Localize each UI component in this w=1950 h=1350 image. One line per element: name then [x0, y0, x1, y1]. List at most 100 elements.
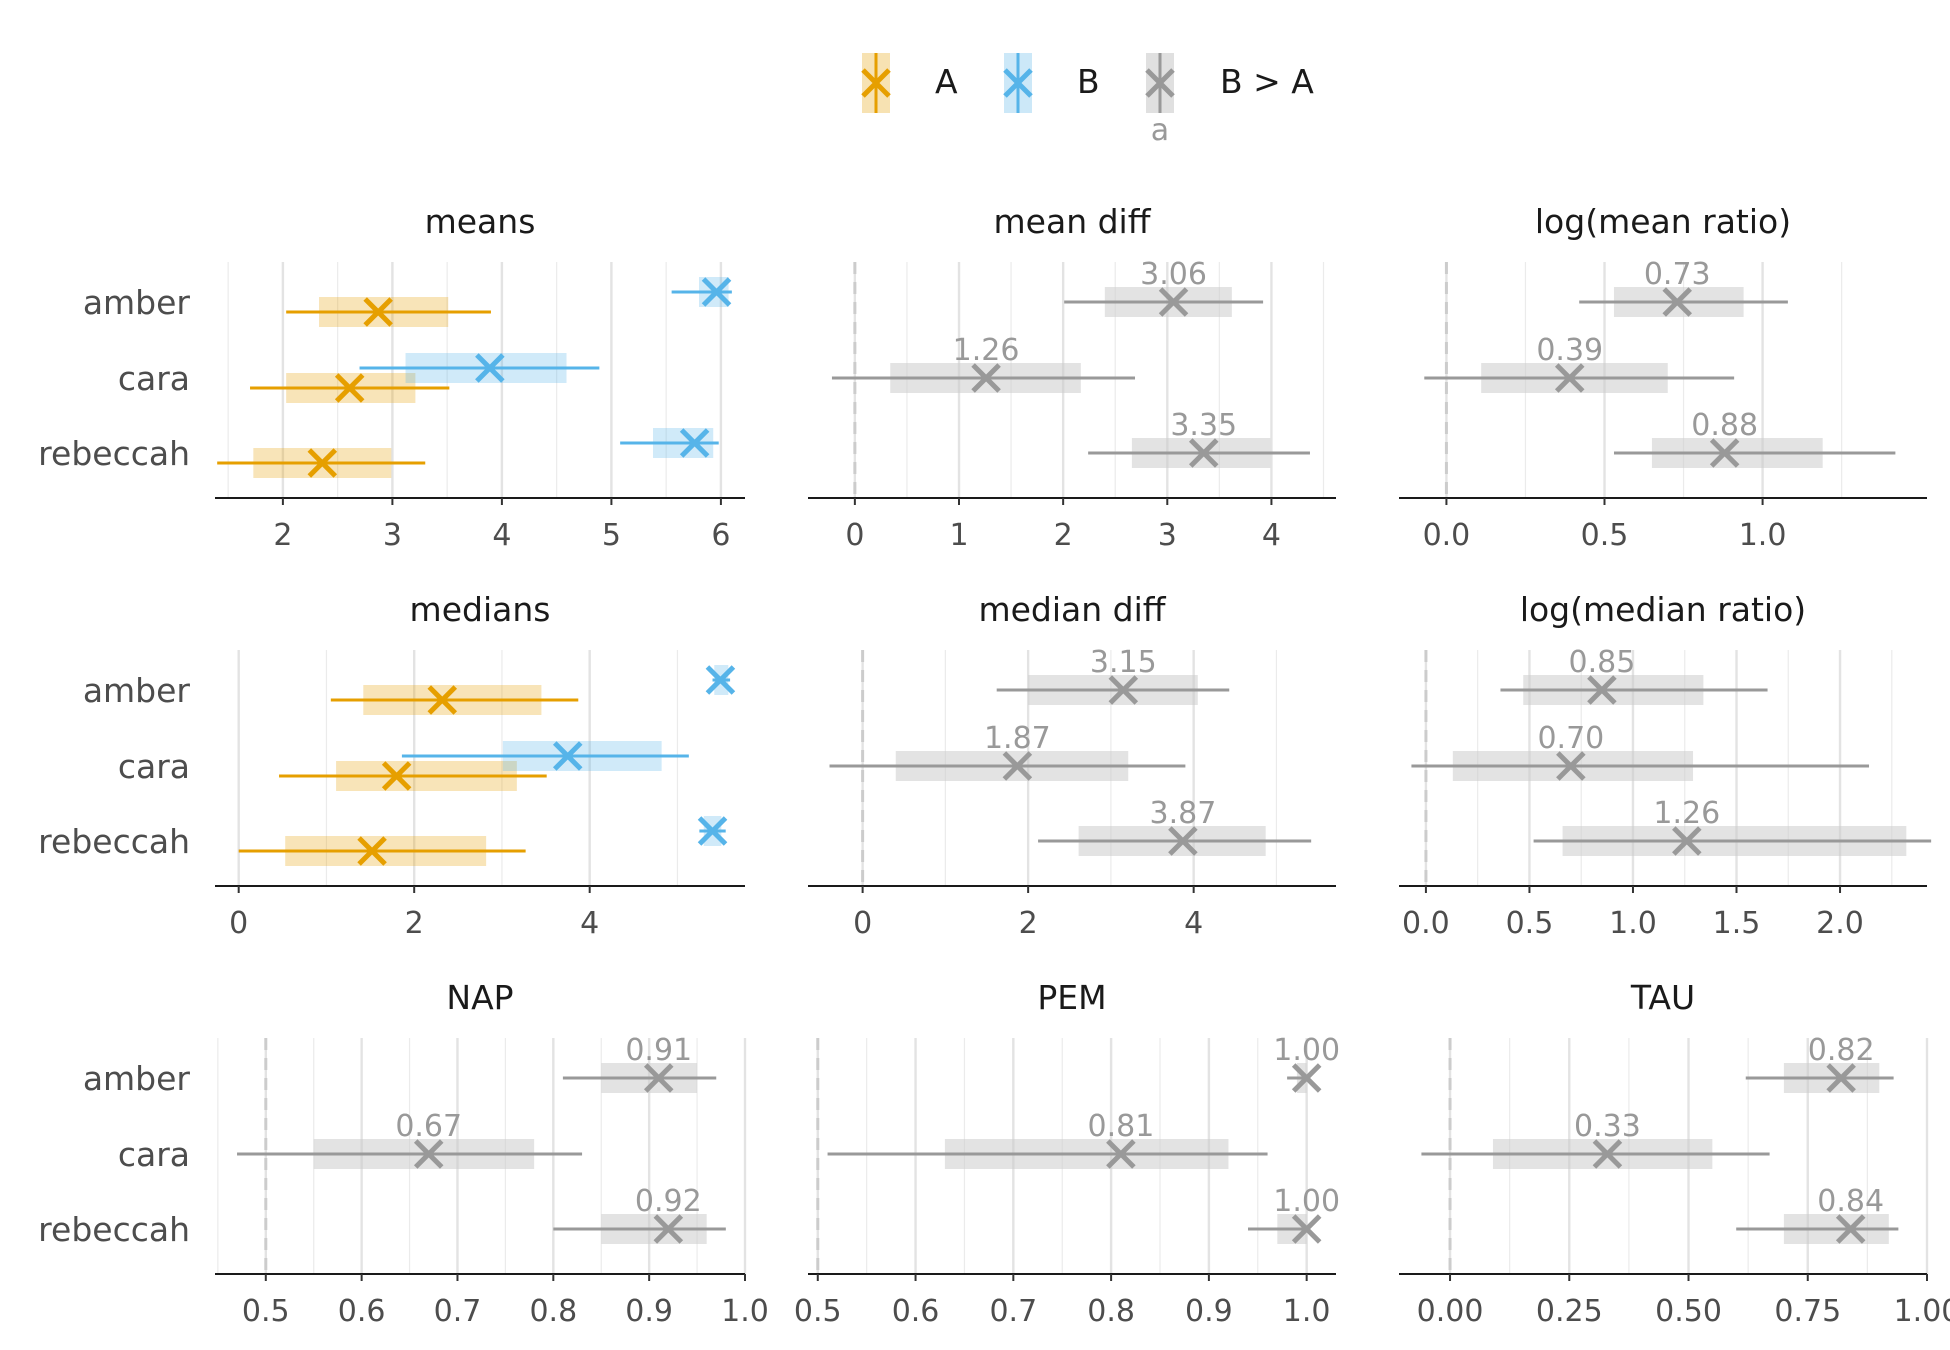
- estimate-point: [705, 665, 736, 695]
- estimate-point: [381, 761, 412, 791]
- legend: A B B > A a: [861, 53, 1314, 148]
- legend-sublabel: a: [1151, 113, 1169, 148]
- estimate-point: [1188, 438, 1219, 468]
- x-tick-label: 0.9: [625, 1294, 673, 1329]
- category-label: rebeccah: [38, 822, 190, 861]
- interval-mark-a-amber: [286, 297, 491, 327]
- estimate-data-label: 3.06: [1140, 257, 1207, 292]
- estimate-point: [1168, 826, 1198, 856]
- category-label: cara: [118, 1135, 190, 1174]
- x-tick-label: 0.75: [1774, 1294, 1841, 1329]
- estimate-point: [653, 1214, 684, 1244]
- estimate-point: [1556, 751, 1586, 781]
- x-tick-label: 0.00: [1417, 1294, 1484, 1329]
- x-tick-label: 0.6: [338, 1294, 386, 1329]
- x-tick-label: 2: [273, 518, 292, 553]
- panel-title: median diff: [978, 590, 1166, 629]
- estimate-point: [1835, 1214, 1866, 1244]
- interval-mark-a-cara: [250, 373, 450, 403]
- interval-mark-a-cara: [279, 761, 547, 791]
- interval-mark-diff-cara: 0.39: [1424, 333, 1735, 393]
- legend-key-b-icon: [1003, 53, 1033, 113]
- estimate-point: [1291, 1063, 1322, 1093]
- category-label: amber: [83, 283, 191, 322]
- x-tick-label: 2: [1054, 518, 1073, 553]
- interval-mark-diff-amber: 3.06: [1064, 257, 1264, 317]
- estimate-point: [1291, 1214, 1322, 1244]
- estimate-data-label: 0.82: [1808, 1033, 1875, 1068]
- x-tick-label: 0.8: [1087, 1294, 1135, 1329]
- estimate-data-label: 0.88: [1691, 408, 1758, 443]
- estimate-point: [643, 1063, 674, 1093]
- estimate-point: [427, 685, 458, 715]
- estimate-point: [307, 448, 338, 478]
- panel-pem: PEM 0.5 0.6 0.7 0.8 0.9 1.0 1.00 0.81 1.00: [794, 978, 1340, 1329]
- legend-label-b: B: [1077, 62, 1100, 101]
- category-label: amber: [83, 671, 191, 710]
- x-tick-label: 4: [492, 518, 511, 553]
- interval-mark-diff-amber: 0.82: [1745, 1033, 1894, 1093]
- interval-mark-b-rebeccah: [620, 428, 719, 458]
- interval-mark-diff-rebeccah: 1.00: [1248, 1184, 1340, 1244]
- panel-title: means: [425, 202, 536, 241]
- estimate-data-label: 3.87: [1149, 796, 1216, 831]
- panel-tau: TAU 0.00 0.25 0.50 0.75 1.00 0.82 0.33 0.84: [1399, 978, 1950, 1329]
- x-tick-label: 0.8: [529, 1294, 577, 1329]
- x-tick-label: 1.0: [1609, 906, 1657, 941]
- x-tick-label: 0.0: [1402, 906, 1450, 941]
- panel-log-median-ratio: log(median ratio) 0.0 0.5 1.0 1.5 2.0 0.85 0.70…: [1399, 590, 1932, 941]
- panel-median-diff: median diff 0 2 4 3.15 1.87 3.87: [808, 590, 1336, 941]
- interval-mark-diff-cara: 0.67: [237, 1109, 583, 1169]
- estimate-data-label: 0.81: [1087, 1109, 1154, 1144]
- x-tick-label: 1: [949, 518, 968, 553]
- panel-mean-diff: mean diff 0 1 2 3 4 3.06 1.26 3.35: [808, 202, 1336, 553]
- interval-mark-b-cara: [359, 353, 600, 383]
- estimate-point: [1554, 363, 1585, 393]
- interval-mark-b-amber: [671, 277, 732, 307]
- panel-title: mean diff: [994, 202, 1152, 241]
- interval-mark-diff-amber: 1.00: [1273, 1033, 1340, 1093]
- estimate-data-label: 0.84: [1817, 1184, 1884, 1219]
- interval-mark-diff-amber: 0.85: [1500, 645, 1768, 705]
- interval-mark-diff-amber: 0.91: [562, 1033, 717, 1093]
- interval-mark-diff-rebeccah: 0.88: [1613, 408, 1896, 468]
- x-tick-label: 0.5: [794, 1294, 842, 1329]
- x-tick-label: 2.0: [1816, 906, 1864, 941]
- estimate-point: [413, 1139, 444, 1169]
- estimate-point: [1709, 438, 1740, 468]
- estimate-point: [1672, 826, 1702, 856]
- interval-mark-diff-rebeccah: 1.26: [1533, 796, 1932, 856]
- estimate-point: [1587, 675, 1617, 705]
- estimate-point: [1662, 287, 1692, 317]
- x-tick-label: 0.5: [242, 1294, 290, 1329]
- legend-label-a: A: [935, 62, 958, 101]
- estimate-data-label: 3.15: [1090, 645, 1157, 680]
- interval-mark-a-rebeccah: [217, 448, 426, 478]
- x-tick-label: 0.9: [1185, 1294, 1233, 1329]
- estimate-point: [1592, 1139, 1623, 1169]
- estimate-point: [1002, 751, 1033, 781]
- interval-mark-diff-cara: 1.26: [831, 333, 1136, 393]
- x-tick-label: 0.5: [1581, 518, 1629, 553]
- estimate-data-label: 1.87: [984, 721, 1051, 756]
- x-tick-label: 0.7: [989, 1294, 1037, 1329]
- estimate-data-label: 0.91: [625, 1033, 692, 1068]
- interval-mark-b-cara: [401, 741, 689, 771]
- x-tick-label: 1.0: [721, 1294, 769, 1329]
- interval-mark-diff-rebeccah: 3.35: [1088, 408, 1310, 468]
- estimate-point: [1106, 1139, 1136, 1169]
- legend-key-cross: [861, 68, 891, 98]
- legend-item-b-gt-a: B > A a: [1145, 53, 1314, 148]
- interval-mark-a-rebeccah: [238, 836, 526, 866]
- estimate-data-label: 0.67: [395, 1109, 462, 1144]
- panel-title: NAP: [446, 978, 513, 1017]
- x-tick-label: 6: [711, 518, 730, 553]
- panel-title: PEM: [1037, 978, 1106, 1017]
- estimate-data-label: 0.73: [1644, 257, 1711, 292]
- legend-key-cross: [1145, 68, 1175, 98]
- legend-item-b: B: [1003, 53, 1100, 113]
- panel-title: medians: [410, 590, 551, 629]
- estimate-point: [357, 836, 387, 866]
- estimate-data-label: 0.92: [635, 1184, 702, 1219]
- x-tick-label: 0.50: [1655, 1294, 1722, 1329]
